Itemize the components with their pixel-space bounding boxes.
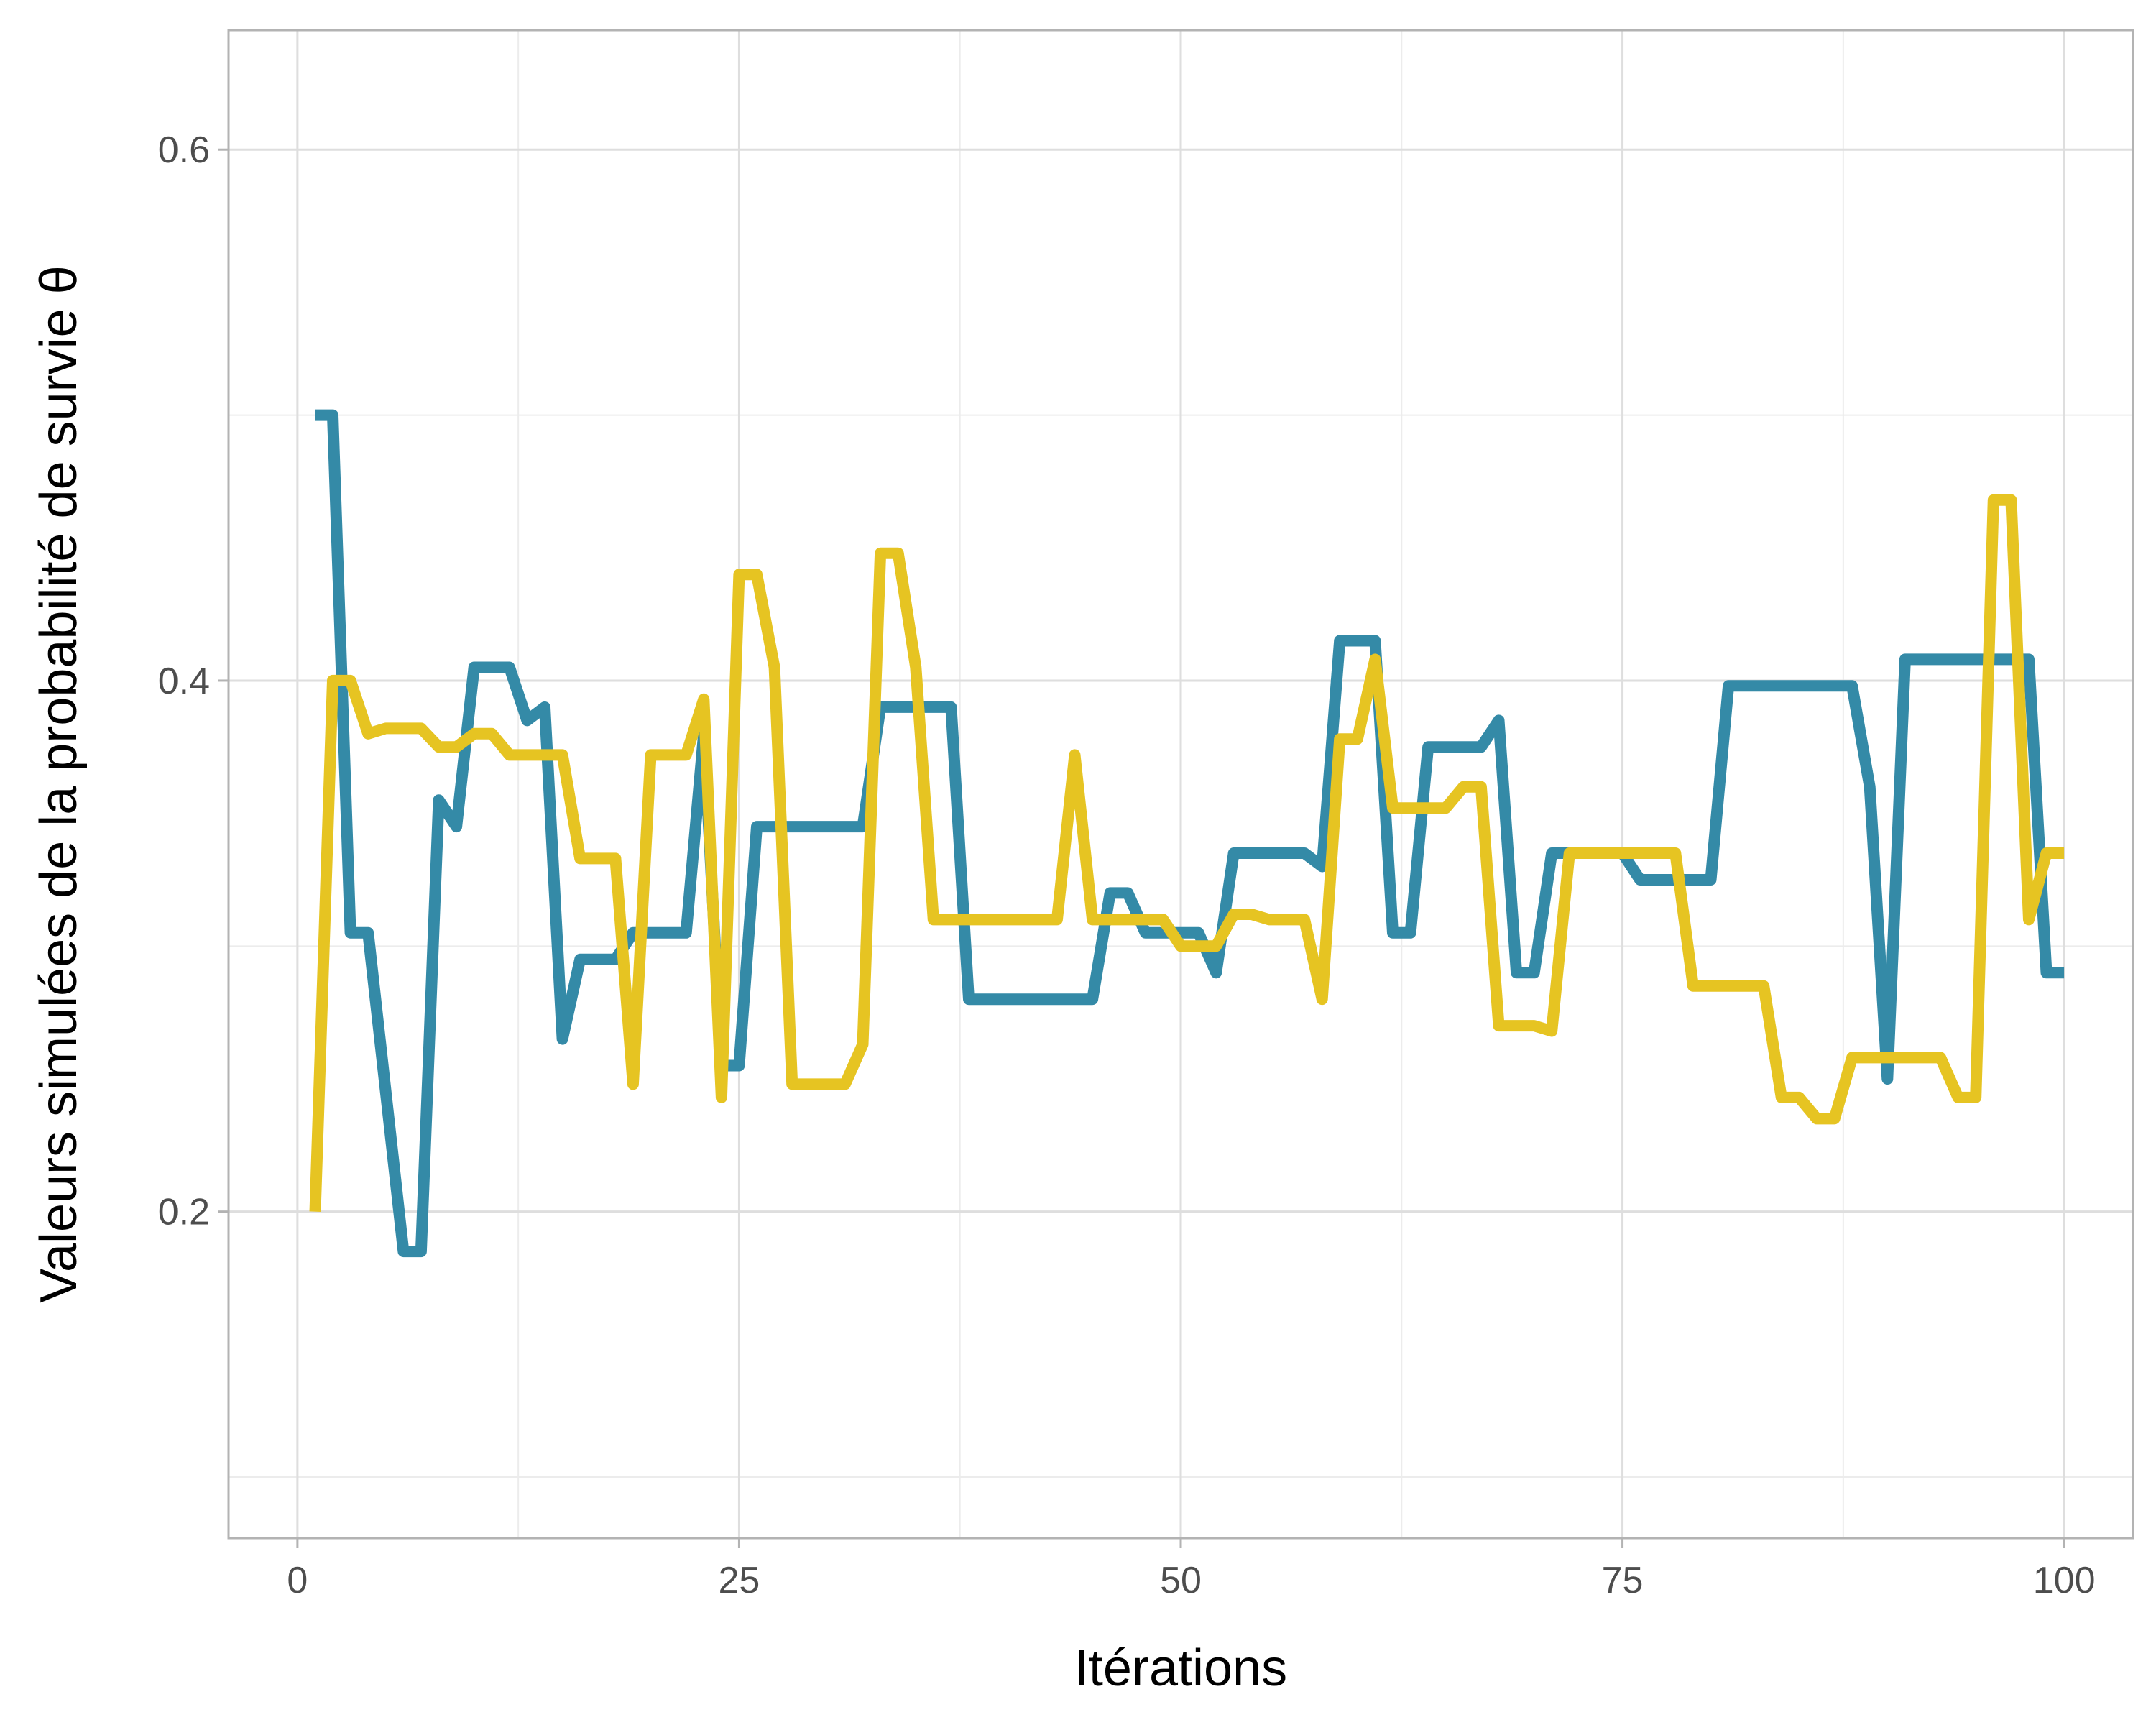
x-tick-label: 75 [1602, 1560, 1644, 1601]
x-axis-ticks: 0 25 50 75 100 [287, 1538, 2096, 1601]
y-axis-ticks: 0.2 0.4 0.6 [158, 129, 229, 1233]
x-tick-label: 100 [2033, 1560, 2096, 1601]
y-axis-title: Valeurs simulées de la probabilité de su… [30, 265, 88, 1302]
x-tick-label: 25 [719, 1560, 760, 1601]
series-layer [309, 409, 2065, 1258]
y-tick-label: 0.4 [158, 661, 210, 702]
x-tick-label: 50 [1160, 1560, 1202, 1601]
x-axis-title: Itérations [1074, 1639, 1287, 1697]
grid-major [229, 30, 2133, 1538]
series-line-2 [309, 494, 2065, 1212]
series-line-1 [315, 409, 2065, 1258]
y-tick-label: 0.6 [158, 129, 210, 171]
x-tick-label: 0 [287, 1560, 308, 1601]
y-tick-label: 0.2 [158, 1192, 210, 1233]
